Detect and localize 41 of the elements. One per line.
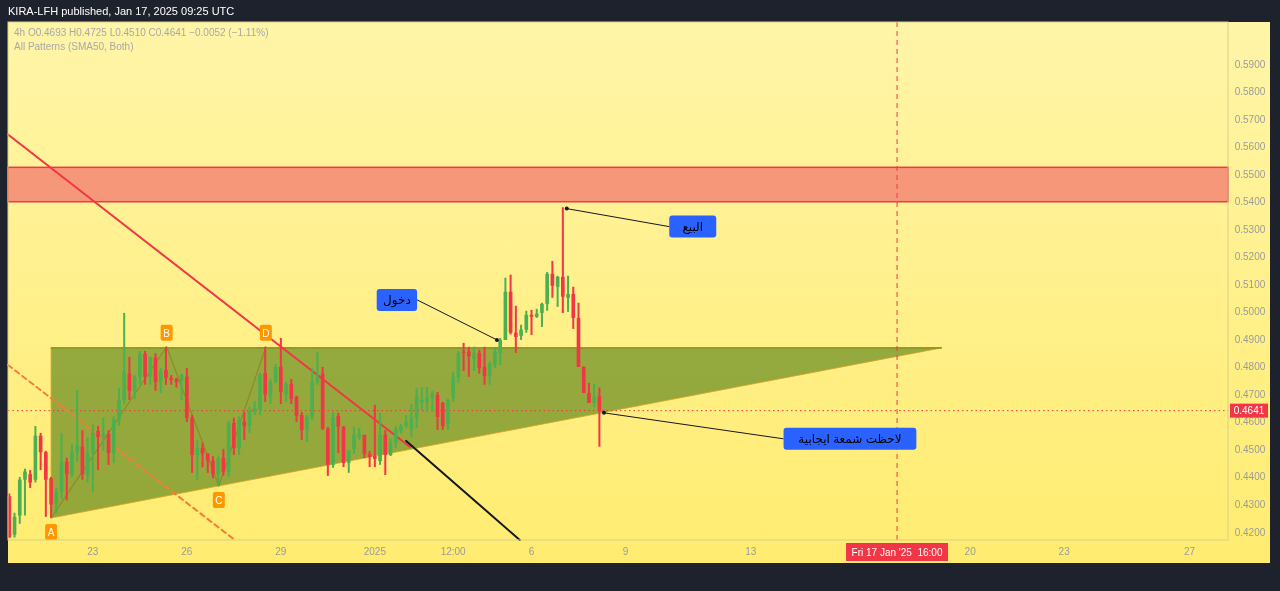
y-tick-label: 0.5800 [1234,86,1266,98]
y-tick-label: 0.5500 [1234,168,1266,180]
y-tick-label: 0.4500 [1234,443,1266,455]
y-tick-label: 0.4400 [1234,471,1266,483]
y-tick-label: 0.5000 [1234,306,1266,318]
ref-line-label: 0.4641 [1233,405,1265,417]
x-tick-label: 26 [181,546,193,557]
y-tick-label: 0.4200 [1234,526,1266,538]
y-tick-label: 0.5300 [1234,223,1266,235]
y-tick-label: 0.5400 [1234,196,1266,208]
x-tick-label: 12:00 [440,546,467,557]
y-tick-label: 0.4600 [1234,416,1266,428]
x-tick-label: 23 [87,546,99,557]
x-tick-label: 6 [528,546,535,557]
y-tick-label: 0.5100 [1234,278,1266,290]
data-label: D [262,327,270,339]
annotation: All Patterns (SMA50, Both) [14,41,134,52]
data-label: B [163,327,171,339]
chart-title: KIRA-LFH published, Jan 17, 2025 09:25 UTC [8,5,235,17]
annotation: البيع [682,219,704,234]
ref-line-label: Fri 17 Jan '25 16:00 [851,547,943,558]
x-tick-label: 13 [745,546,757,557]
y-tick-label: 0.4900 [1234,333,1266,345]
x-tick-label: 27 [1183,546,1196,557]
y-tick-label: 0.5200 [1234,251,1266,263]
x-tick-label: 29 [275,546,287,557]
data-label: C [215,495,223,507]
data-label: A [47,526,55,538]
text: 4h O0.4693 H0.4725 L0.4510 C0.4641 −0.0052 (−1.11%) [14,27,269,38]
y-tick-label: 0.4300 [1234,498,1266,510]
x-tick-label: 9 [622,546,629,557]
y-tick-label: 0.4700 [1234,388,1266,400]
annotation: لاحظت شمعة ايجابية [798,431,902,446]
x-tick-label: 23 [1058,546,1071,557]
x-tick-label: 20 [964,546,977,557]
y-tick-label: 0.5700 [1234,113,1266,125]
annotation: دخول [383,292,411,308]
y-tick-label: 0.5600 [1234,141,1266,153]
x-tick-label: 2025 [363,546,387,557]
y-tick-label: 0.5900 [1234,58,1266,70]
y-tick-label: 0.4800 [1234,361,1266,373]
